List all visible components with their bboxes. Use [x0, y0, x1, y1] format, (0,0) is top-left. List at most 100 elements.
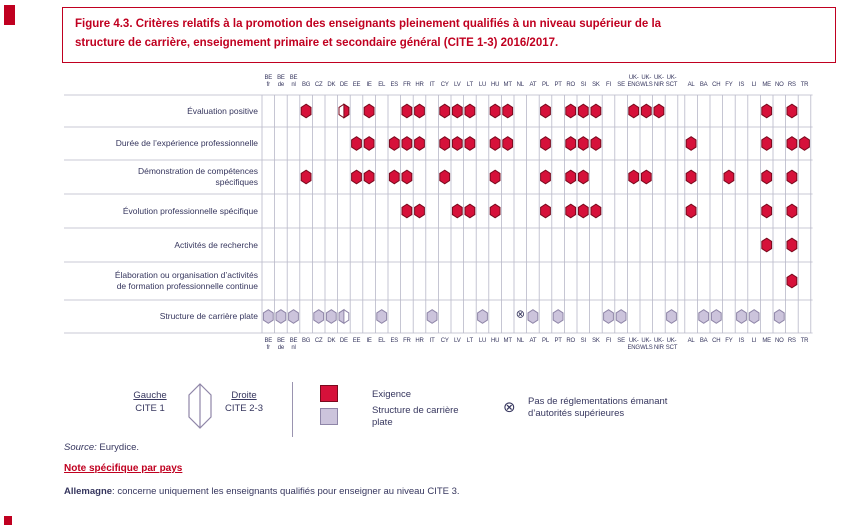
- country-label-line: IS: [738, 338, 745, 344]
- criterion-marker: [799, 136, 810, 151]
- criterion-marker: [628, 103, 640, 119]
- requirement-label: Exigence: [372, 389, 412, 400]
- note-country: Allemagne: [64, 486, 113, 497]
- country-label-top: BE fr: [260, 72, 277, 89]
- country-label-bot: FY: [720, 338, 737, 355]
- country-label-line: LU: [478, 82, 487, 88]
- country-label-bot: IS: [733, 338, 750, 355]
- row-label-line: Évolution professionnelle spécifique: [122, 205, 258, 216]
- country-label-line: de: [277, 345, 285, 351]
- country-label-line: HR: [415, 338, 424, 344]
- criterion-marker: [786, 273, 798, 289]
- country-label-line: BE: [264, 338, 273, 344]
- country-label-top: DE: [335, 72, 352, 89]
- country-label-line: FY: [725, 82, 733, 88]
- country-label-line: NIR: [654, 345, 664, 351]
- country-label-line: ME: [762, 82, 771, 88]
- country-label-bot: SI: [575, 338, 592, 355]
- row-label-line: de formation professionnelle continue: [116, 281, 258, 291]
- country-label-line: FY: [725, 338, 733, 344]
- flat-structure-marker: [552, 309, 564, 324]
- criterion-marker: [451, 136, 463, 151]
- country-label-bot: UK- WLS: [638, 338, 655, 355]
- country-label-line: SE: [617, 338, 625, 344]
- country-label-line: LU: [478, 338, 487, 344]
- country-label-bot: LU: [474, 338, 491, 355]
- country-label-top: CH: [708, 72, 725, 89]
- criterion-marker: [786, 136, 798, 151]
- criterion-marker: [761, 203, 773, 219]
- criterion-marker: [786, 237, 798, 253]
- row-label-line: Durée de l’expérience professionnelle: [115, 138, 258, 148]
- flat-structure-marker: [736, 309, 747, 324]
- country-label-line: FI: [606, 338, 611, 344]
- country-label-line: HU: [490, 82, 500, 88]
- criterion-marker: [464, 103, 476, 119]
- country-label-line: MT: [503, 82, 512, 88]
- country-label-line: MT: [503, 338, 512, 344]
- criterion-marker: [577, 136, 589, 151]
- criterion-marker: [489, 103, 501, 119]
- source-value: Eurydice.: [99, 442, 139, 453]
- country-label-line: DK: [327, 82, 336, 88]
- flat-structure-marker: [748, 309, 760, 324]
- country-label-bot: RO: [562, 338, 579, 355]
- country-label-line: SCT: [665, 345, 678, 351]
- country-label-line: ES: [390, 82, 399, 88]
- flat-structure-marker: [376, 309, 388, 324]
- row-label-line: Structure de carrière plate: [159, 311, 258, 321]
- criterion-marker: [388, 169, 400, 185]
- country-label-line: WLS: [640, 82, 653, 88]
- country-label-line: EL: [378, 82, 386, 88]
- no-regulation-line1: Pas de réglementations émanant: [528, 396, 668, 407]
- criterion-marker: [464, 203, 476, 219]
- country-label-line: UK-: [666, 75, 677, 81]
- legend-left-sub: CITE 1: [135, 403, 165, 414]
- country-label-top: BG: [298, 72, 315, 89]
- flat-structure-marker: [275, 309, 287, 324]
- country-label-bot: DE: [335, 338, 352, 355]
- country-label-top: BE nl: [285, 72, 302, 89]
- row-label: Structure de carrière plate: [58, 300, 258, 333]
- criterion-marker: [300, 169, 312, 185]
- country-label-line: PL: [542, 82, 549, 88]
- country-label-line: SI: [580, 338, 586, 344]
- country-label-line: LT: [466, 82, 473, 88]
- criterion-marker: [590, 203, 602, 219]
- criterion-marker: [565, 203, 577, 219]
- criterion-marker: [590, 103, 602, 119]
- country-label-line: NO: [774, 338, 784, 344]
- country-label-line: BE: [264, 75, 273, 81]
- country-label-line: UK-: [641, 338, 652, 344]
- country-label-line: NL: [516, 82, 524, 88]
- country-label-line: IS: [738, 82, 745, 88]
- country-label-line: AT: [529, 338, 537, 344]
- criterion-marker: [489, 136, 501, 151]
- country-label-line: IE: [366, 82, 372, 88]
- country-label-line: nl: [291, 82, 296, 88]
- country-label-top: UK- ENG: [625, 72, 642, 89]
- country-label-bot: TR: [796, 338, 813, 355]
- country-label-line: AT: [529, 82, 537, 88]
- criterion-marker: [401, 169, 413, 185]
- country-label-line: AL: [687, 82, 695, 88]
- flat-structure-marker: [603, 309, 614, 324]
- country-label-line: SK: [592, 82, 600, 88]
- country-label-top: FR: [398, 72, 415, 89]
- country-label-bot: UK- NIR: [650, 338, 667, 355]
- country-label-bot: HR: [411, 338, 428, 355]
- criterion-marker: [363, 136, 375, 151]
- country-label-line: BE: [289, 338, 298, 344]
- country-label-top: TR: [796, 72, 813, 89]
- country-label-line: RO: [566, 338, 575, 344]
- criterion-marker: [685, 203, 697, 219]
- country-label-bot: NO: [771, 338, 788, 355]
- flat-structure-marker: [666, 309, 677, 324]
- source-line: Source: Eurydice.: [64, 442, 139, 453]
- country-label-line: IT: [429, 338, 435, 344]
- country-label-top: DK: [323, 72, 340, 89]
- split-hexagon-icon: [188, 383, 212, 429]
- country-label-line: PT: [554, 82, 562, 88]
- criterion-marker: [540, 203, 551, 219]
- flat-structure-marker: [615, 309, 627, 324]
